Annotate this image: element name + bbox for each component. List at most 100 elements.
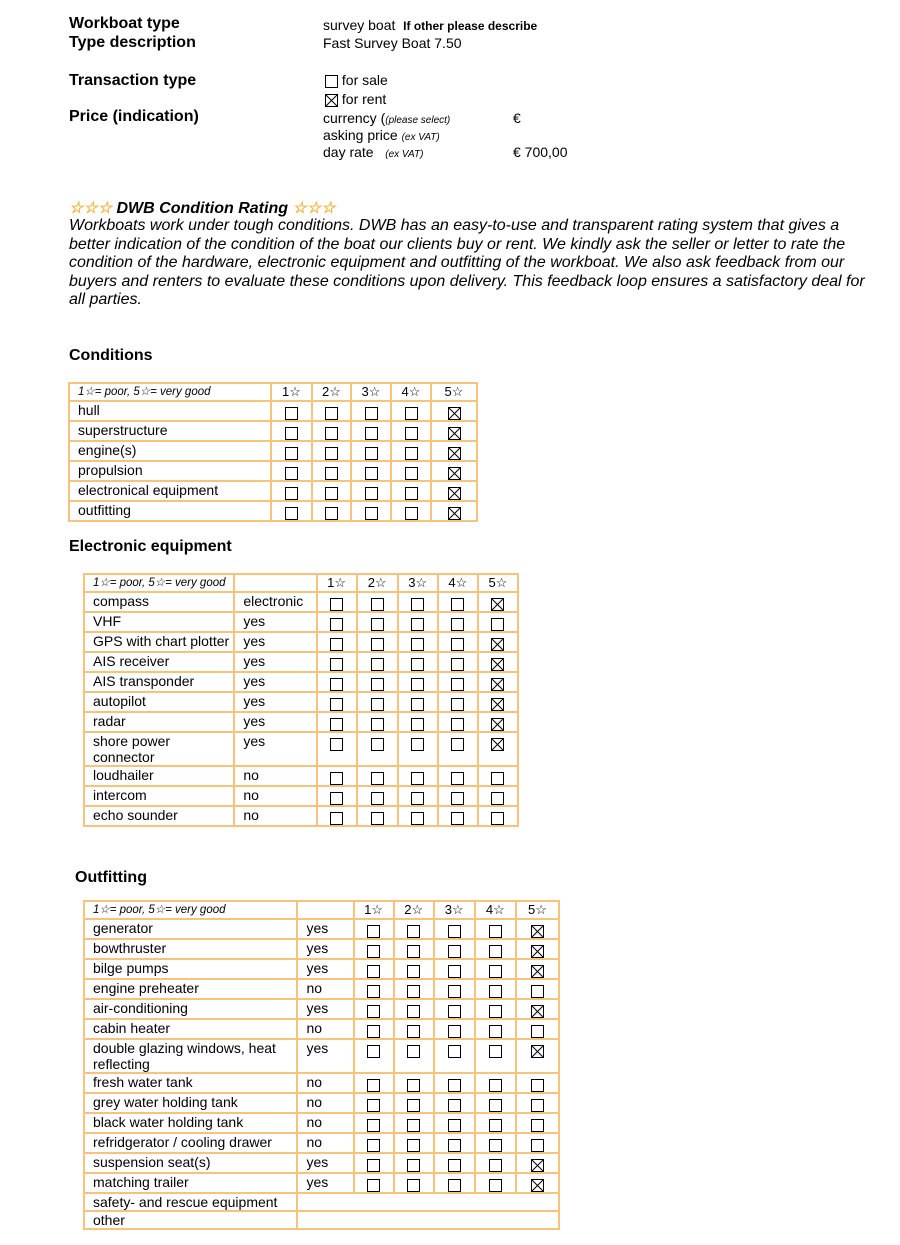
rating-checkbox[interactable] (367, 1098, 381, 1112)
rating-checkbox[interactable] (330, 717, 344, 731)
row-value[interactable]: no (296, 1132, 355, 1154)
rating-checkbox[interactable] (330, 677, 344, 691)
rating-checkbox[interactable] (370, 771, 384, 785)
rating-checkbox[interactable] (447, 944, 461, 958)
rating-checkbox[interactable] (285, 466, 298, 480)
rating-checkbox[interactable] (370, 617, 384, 631)
rating-checkbox[interactable] (367, 964, 381, 978)
rating-checkbox[interactable] (530, 1004, 544, 1018)
rating-checkbox[interactable] (451, 637, 465, 651)
rating-checkbox[interactable] (411, 737, 425, 751)
rating-checkbox[interactable] (447, 466, 461, 480)
rating-checkbox[interactable] (407, 1098, 421, 1112)
rating-checkbox[interactable] (447, 964, 461, 978)
rating-checkbox[interactable] (491, 677, 505, 691)
rating-checkbox[interactable] (530, 944, 544, 958)
rating-checkbox[interactable] (530, 1178, 544, 1192)
rating-checkbox[interactable] (370, 717, 384, 731)
rating-checkbox[interactable] (491, 637, 505, 651)
row-value[interactable]: no (233, 765, 318, 787)
rating-checkbox[interactable] (447, 984, 461, 998)
rating-checkbox[interactable] (370, 597, 384, 611)
rating-checkbox[interactable] (447, 446, 461, 460)
rating-checkbox[interactable] (447, 1078, 461, 1092)
rating-checkbox[interactable] (491, 617, 505, 631)
rating-checkbox[interactable] (447, 1004, 461, 1018)
rating-checkbox[interactable] (488, 1078, 502, 1092)
rating-checkbox[interactable] (447, 1024, 461, 1038)
rating-checkbox[interactable] (367, 1024, 381, 1038)
rating-checkbox[interactable] (325, 446, 338, 460)
row-value[interactable]: yes (296, 1038, 355, 1074)
rating-checkbox[interactable] (451, 617, 465, 631)
row-value[interactable]: yes (296, 1152, 355, 1174)
row-value[interactable]: yes (233, 671, 318, 693)
rating-checkbox[interactable] (330, 737, 344, 751)
row-value[interactable]: yes (296, 1172, 355, 1194)
row-input[interactable] (296, 1210, 560, 1230)
rating-checkbox[interactable] (488, 964, 502, 978)
row-value[interactable]: no (296, 1018, 355, 1040)
rating-checkbox[interactable] (370, 657, 384, 671)
rating-checkbox[interactable] (407, 1138, 421, 1152)
rating-checkbox[interactable] (285, 486, 298, 500)
rating-checkbox[interactable] (407, 944, 421, 958)
rating-checkbox[interactable] (411, 697, 425, 711)
rating-checkbox[interactable] (285, 426, 298, 440)
rating-checkbox[interactable] (530, 1078, 544, 1092)
rating-checkbox[interactable] (488, 1158, 502, 1172)
rating-checkbox[interactable] (451, 771, 465, 785)
rating-checkbox[interactable] (488, 944, 502, 958)
rating-checkbox[interactable] (451, 597, 465, 611)
rating-checkbox[interactable] (451, 811, 465, 825)
rating-checkbox[interactable] (330, 597, 344, 611)
row-value[interactable]: electronic (233, 591, 318, 613)
rating-checkbox[interactable] (491, 791, 505, 805)
rating-checkbox[interactable] (530, 924, 544, 938)
row-value[interactable]: yes (233, 611, 318, 633)
row-value[interactable]: yes (296, 998, 355, 1020)
row-input[interactable] (296, 1192, 560, 1212)
rating-checkbox[interactable] (451, 717, 465, 731)
rating-checkbox[interactable] (367, 944, 381, 958)
rating-checkbox[interactable] (530, 1098, 544, 1112)
rating-checkbox[interactable] (447, 1118, 461, 1132)
rating-checkbox[interactable] (367, 1118, 381, 1132)
rating-checkbox[interactable] (407, 924, 421, 938)
rating-checkbox[interactable] (488, 1178, 502, 1192)
rating-checkbox[interactable] (367, 1044, 381, 1058)
rating-checkbox[interactable] (447, 506, 461, 520)
rating-checkbox[interactable] (411, 811, 425, 825)
rating-checkbox[interactable] (411, 617, 425, 631)
rating-checkbox[interactable] (407, 1004, 421, 1018)
rating-checkbox[interactable] (447, 486, 461, 500)
row-value[interactable]: no (233, 805, 318, 827)
rating-checkbox[interactable] (367, 1078, 381, 1092)
rating-checkbox[interactable] (407, 964, 421, 978)
rating-checkbox[interactable] (330, 771, 344, 785)
rating-checkbox[interactable] (407, 1118, 421, 1132)
option-for-sale[interactable]: for sale (325, 72, 388, 88)
rating-checkbox[interactable] (488, 984, 502, 998)
rating-checkbox[interactable] (407, 984, 421, 998)
rating-checkbox[interactable] (530, 1118, 544, 1132)
rating-checkbox[interactable] (285, 506, 298, 520)
rating-checkbox[interactable] (370, 677, 384, 691)
rating-checkbox[interactable] (491, 597, 505, 611)
rating-checkbox[interactable] (530, 964, 544, 978)
rating-checkbox[interactable] (488, 1138, 502, 1152)
rating-checkbox[interactable] (325, 426, 338, 440)
row-value[interactable]: no (296, 1092, 355, 1114)
rating-checkbox[interactable] (491, 697, 505, 711)
rating-checkbox[interactable] (411, 717, 425, 731)
row-value[interactable]: yes (233, 691, 318, 713)
rating-checkbox[interactable] (451, 791, 465, 805)
rating-checkbox[interactable] (404, 446, 418, 460)
row-value[interactable]: yes (233, 631, 318, 653)
rating-checkbox[interactable] (411, 657, 425, 671)
rating-checkbox[interactable] (364, 406, 378, 420)
rating-checkbox[interactable] (285, 446, 298, 460)
rating-checkbox[interactable] (370, 737, 384, 751)
rating-checkbox[interactable] (325, 506, 338, 520)
rating-checkbox[interactable] (407, 1024, 421, 1038)
